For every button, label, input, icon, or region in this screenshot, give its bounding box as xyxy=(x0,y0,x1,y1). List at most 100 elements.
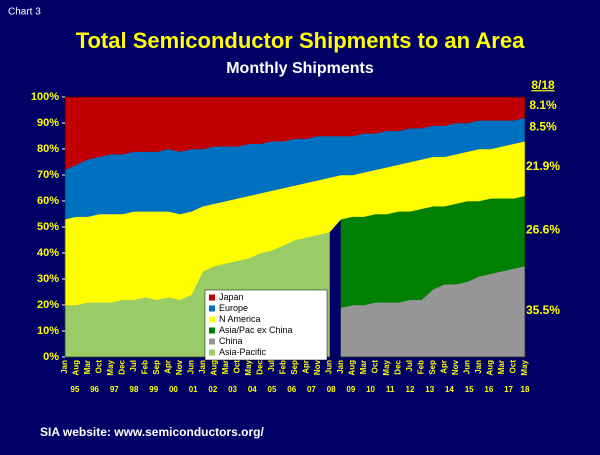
year-label: 09 xyxy=(346,385,355,394)
x-tick-label: Jul xyxy=(267,360,276,372)
latest-date: 8/18 xyxy=(531,78,555,92)
year-label: 96 xyxy=(90,385,99,394)
year-label: 14 xyxy=(445,385,454,394)
latest-value-label: 21.9% xyxy=(526,159,560,173)
latest-value-label: 8.5% xyxy=(529,120,557,134)
x-tick-label: Apr xyxy=(164,360,173,374)
y-tick-label: 20% xyxy=(37,299,59,311)
y-tick-label: 40% xyxy=(37,247,59,259)
x-tick-label: Jul xyxy=(129,360,138,372)
y-tick-label: 90% xyxy=(37,117,59,129)
x-tick-label: Mar xyxy=(497,360,506,374)
x-tick-label: Jun xyxy=(463,360,472,374)
y-tick-label: 0% xyxy=(43,351,59,363)
x-tick-label: Jan xyxy=(336,360,345,374)
x-tick-label: Feb xyxy=(141,360,150,374)
x-tick-label: Jun xyxy=(187,360,196,374)
year-label: 98 xyxy=(130,385,139,394)
legend-box xyxy=(204,289,328,361)
y-tick-label: 70% xyxy=(37,169,59,181)
legend-label: Asia/Pac ex China xyxy=(219,325,293,335)
legend-label: Japan xyxy=(219,292,244,302)
year-label: 04 xyxy=(248,385,257,394)
x-tick-label: Sep xyxy=(428,360,437,375)
legend-swatch xyxy=(209,349,215,356)
legend-swatch xyxy=(209,327,215,334)
x-tick-label: Apr xyxy=(440,360,449,374)
y-tick-label: 10% xyxy=(37,325,59,337)
x-tick-label: Feb xyxy=(417,360,426,374)
y-tick-label: 50% xyxy=(37,221,59,233)
x-tick-label: Nov xyxy=(175,359,184,375)
x-tick-label: Aug xyxy=(210,360,219,376)
x-tick-label: Sep xyxy=(152,360,161,375)
chart-subtitle: Monthly Shipments xyxy=(226,60,374,77)
year-label: 15 xyxy=(465,385,474,394)
latest-value-label: 8.1% xyxy=(529,98,557,112)
x-tick-label: Jul xyxy=(405,360,414,372)
x-tick-label: Jan xyxy=(474,360,483,374)
x-tick-label: May xyxy=(382,359,391,375)
footer: SIA website: www.semiconductors.org/ xyxy=(40,425,264,439)
y-tick-label: 60% xyxy=(37,195,59,207)
x-tick-label: Jan xyxy=(60,360,69,374)
x-tick-label: Oct xyxy=(371,360,380,374)
x-tick-label: May xyxy=(106,359,115,375)
legend-swatch xyxy=(209,305,215,312)
year-label: 02 xyxy=(208,385,217,394)
x-tick-label: Nov xyxy=(313,359,322,375)
x-tick-label: Mar xyxy=(83,360,92,374)
legend-label: Europe xyxy=(219,303,248,313)
x-tick-label: Oct xyxy=(509,360,518,374)
year-label: 00 xyxy=(169,385,178,394)
year-label: 99 xyxy=(149,385,158,394)
x-tick-label: Dec xyxy=(256,359,265,374)
y-tick-label: 80% xyxy=(37,143,59,155)
legend-swatch xyxy=(209,338,215,345)
legend-swatch xyxy=(209,294,215,301)
x-tick-label: Feb xyxy=(279,360,288,374)
year-label: 11 xyxy=(386,385,395,394)
x-tick-label: Nov xyxy=(451,359,460,375)
latest-value-label: 26.6% xyxy=(526,222,560,236)
year-label: 17 xyxy=(504,385,513,394)
x-tick-label: Aug xyxy=(486,360,495,376)
latest-value-label: 35.5% xyxy=(526,303,560,317)
chart-title: Total Semiconductor Shipments to an Area xyxy=(76,28,525,53)
x-tick-label: Jan xyxy=(198,360,207,374)
y-tick-label: 100% xyxy=(31,91,59,103)
year-label: 97 xyxy=(110,385,119,394)
x-tick-label: May xyxy=(520,359,529,375)
x-tick-label: Mar xyxy=(221,360,230,374)
y-tick-label: 30% xyxy=(37,273,59,285)
legend-label: Asia-Pacific xyxy=(219,347,267,357)
year-label: 16 xyxy=(484,385,493,394)
x-tick-label: Mar xyxy=(359,360,368,374)
x-tick-label: Apr xyxy=(302,360,311,374)
chart-label: Chart 3 xyxy=(8,7,41,18)
year-label: 03 xyxy=(228,385,237,394)
legend-label: China xyxy=(219,336,243,346)
year-label: 10 xyxy=(366,385,375,394)
x-tick-label: Sep xyxy=(290,360,299,375)
year-label: 13 xyxy=(425,385,434,394)
year-label: 18 xyxy=(521,385,530,394)
year-label: 95 xyxy=(70,385,79,394)
legend-swatch xyxy=(209,316,215,323)
year-label: 05 xyxy=(268,385,277,394)
year-label: 12 xyxy=(406,385,415,394)
x-tick-label: Dec xyxy=(394,359,403,374)
x-tick-label: May xyxy=(244,359,253,375)
x-tick-label: Dec xyxy=(118,359,127,374)
x-tick-label: Oct xyxy=(95,360,104,374)
year-label: 08 xyxy=(327,385,336,394)
legend-label: N America xyxy=(219,314,261,324)
year-label: 07 xyxy=(307,385,316,394)
year-label: 06 xyxy=(287,385,296,394)
x-tick-label: Oct xyxy=(233,360,242,374)
x-tick-label: Aug xyxy=(348,360,357,376)
x-tick-label: Aug xyxy=(72,360,81,376)
year-label: 01 xyxy=(189,385,198,394)
x-tick-label: Jun xyxy=(325,360,334,374)
